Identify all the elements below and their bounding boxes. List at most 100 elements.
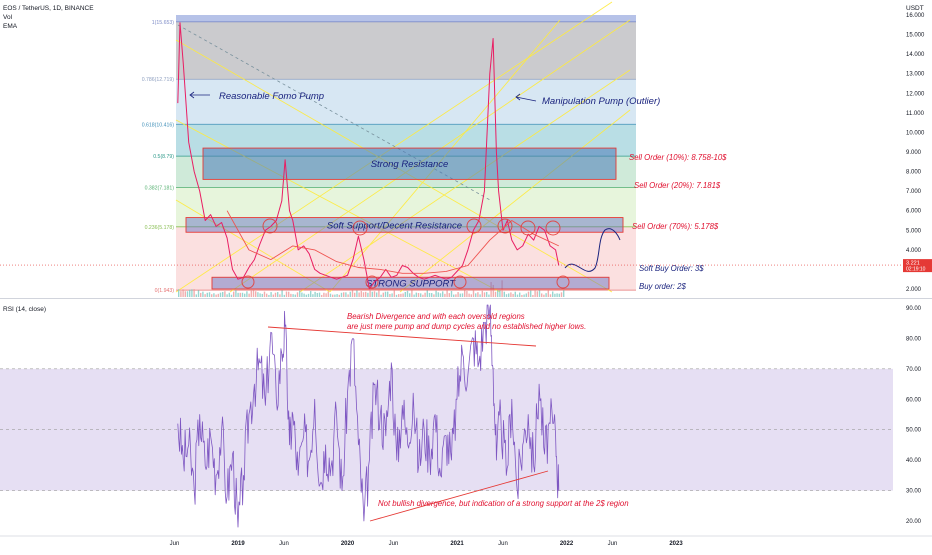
price-tick-label: 8.000: [906, 170, 922, 176]
volume-bar: [367, 292, 369, 297]
volume-bar: [257, 292, 259, 297]
volume-bar: [536, 291, 538, 297]
fib-level-label: 0.382(7.181): [145, 186, 175, 192]
volume-bar: [281, 290, 283, 297]
rsi-tick-label: 40.00: [906, 458, 922, 464]
volume-bar: [387, 291, 389, 297]
volume-bar: [270, 292, 272, 297]
volume-bar: [191, 289, 193, 297]
volume-bar: [477, 292, 479, 297]
volume-bar: [329, 293, 332, 297]
order-label: Sell Order (10%): 8.758-10$: [629, 153, 727, 162]
time-tick-label: Jun: [608, 541, 618, 547]
fib-level-label: 0.236(5.178): [145, 225, 175, 231]
volume-bar: [398, 294, 400, 297]
volume-bar: [413, 294, 415, 297]
volume-bar: [483, 292, 486, 297]
volume-bar: [186, 291, 189, 297]
volume-bar: [314, 291, 316, 297]
rsi-y-axis[interactable]: 90.00 80.00 70.00 60.00 50.00 40.00 30.00 20.00: [906, 306, 922, 525]
touch-marker: [262, 218, 278, 234]
volume-bar: [226, 294, 228, 297]
volume-bar: [554, 293, 556, 297]
volume-bar: [442, 291, 444, 297]
volume-bar: [492, 284, 494, 297]
volume-bar: [549, 294, 552, 297]
volume-bar: [486, 291, 488, 297]
volume-bar: [406, 290, 409, 297]
volume-bar: [237, 292, 239, 297]
touch-marker: [241, 275, 255, 289]
volume-bar: [213, 293, 215, 297]
volume-bar: [294, 294, 296, 297]
volume-bar: [525, 293, 527, 297]
volume-bars: [178, 280, 565, 297]
fib-level-label: 0.618(10.416): [142, 122, 175, 128]
rsi-tick-label: 90.00: [906, 306, 922, 312]
time-tick-label: Jun: [498, 541, 508, 547]
volume-bar: [307, 293, 310, 297]
zone-label: STRONG SUPPORT: [366, 279, 456, 290]
price-pane[interactable]: 1(15.653) 0.786(12.719) 0.618(10.416) 0.5(8…: [0, 1, 932, 297]
volume-bar: [422, 294, 424, 297]
volume-bar: [560, 292, 563, 297]
current-price-value: 3.221: [906, 261, 920, 267]
touch-marker: [497, 218, 513, 234]
volume-bar: [519, 292, 521, 297]
volume-bar: [230, 294, 233, 297]
volume-bar: [285, 291, 288, 297]
volume-bar: [547, 290, 549, 297]
volume-bar: [266, 293, 268, 297]
divergence-line-top: [267, 326, 537, 347]
volume-bar: [248, 293, 250, 297]
volume-bar: [195, 294, 197, 297]
volume-bar: [534, 290, 536, 297]
divergence-line-bottom: [369, 470, 549, 522]
volume-bar: [343, 292, 345, 297]
volume-bar: [204, 294, 206, 297]
volume-bar: [523, 294, 525, 297]
volume-bar: [380, 294, 382, 297]
volume-bar: [378, 290, 380, 297]
volume-bar: [371, 291, 373, 297]
price-tick-label: 5.000: [906, 228, 922, 234]
volume-bar: [327, 291, 329, 297]
rsi-note-label: Bearish Divergence and with each oversol…: [347, 312, 525, 321]
time-axis[interactable]: Jun 2019 Jun 2020 Jun 2021 Jun 2022 Jun 2023: [0, 535, 932, 547]
volume-bar: [274, 292, 277, 297]
volume-bar: [263, 291, 266, 297]
volume-bar: [347, 294, 349, 297]
rsi-tick-label: 60.00: [906, 397, 922, 403]
touch-marker: [520, 220, 536, 236]
price-tick-label: 4.000: [906, 248, 922, 254]
volume-bar: [448, 293, 450, 297]
volume-bar: [552, 291, 554, 297]
volume-bar: [376, 292, 378, 297]
volume-bar: [457, 292, 459, 297]
note-label: Manipulation Pump (Outlier): [542, 96, 660, 107]
volume-bar: [558, 293, 560, 297]
volume-bar: [384, 291, 387, 297]
fib-level-label: 0.786(12.719): [142, 77, 175, 83]
time-tick-label: 2022: [560, 541, 574, 547]
rsi-note-label: are just mere pump and dump cycles and n…: [347, 322, 586, 331]
fib-level-label: 1(15.653): [152, 20, 174, 26]
rsi-pane[interactable]: Bearish Divergence and with each oversol…: [0, 304, 922, 528]
zone-box: [202, 147, 617, 180]
volume-bar: [244, 293, 246, 297]
price-tick-label: 15.000: [906, 33, 925, 39]
volume-bar: [228, 292, 230, 297]
volume-bar: [345, 292, 347, 297]
volume-bar: [497, 290, 499, 297]
order-label: Buy order: 2$: [639, 282, 686, 291]
time-tick-label: 2021: [450, 541, 464, 547]
volume-bar: [435, 290, 437, 297]
volume-bar: [532, 294, 534, 297]
fib-level-label: 0.5(8.79): [153, 154, 174, 160]
volume-bar: [466, 291, 468, 297]
zone-label: Soft Support/Decent Resistance: [327, 220, 462, 231]
volume-bar: [475, 293, 477, 297]
volume-bar: [514, 291, 516, 297]
rsi-tick-label: 20.00: [906, 519, 922, 525]
